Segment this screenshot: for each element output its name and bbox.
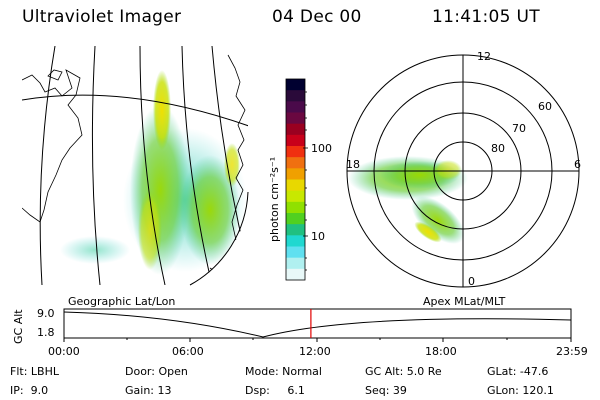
y-tick-low: 1.8 bbox=[37, 326, 55, 339]
colorbar-segment bbox=[286, 213, 305, 225]
timeline-ticks bbox=[63, 338, 572, 342]
colorbar-segment bbox=[286, 179, 305, 192]
mlt-label-6: 6 bbox=[574, 158, 581, 171]
colorbar-segment bbox=[286, 246, 305, 259]
y-tick-high: 9.0 bbox=[37, 307, 55, 320]
colorbar-tick-100: 100 bbox=[311, 142, 332, 155]
colorbar-tick-10: 10 bbox=[311, 230, 325, 243]
footer-glat: GLat: -47.6 bbox=[487, 365, 549, 378]
x-tick-0000: 00:00 bbox=[48, 345, 80, 358]
colorbar-ticks bbox=[303, 91, 308, 271]
colorbar-segment bbox=[286, 134, 305, 147]
footer-seq: Seq: 39 bbox=[365, 384, 407, 397]
earth-limb bbox=[189, 191, 249, 286]
colorbar-segment bbox=[286, 157, 305, 169]
colorbar-segment bbox=[286, 224, 305, 236]
colorbar-unit-label: photon cm⁻²s⁻¹ bbox=[268, 157, 281, 242]
date-label: 04 Dec 00 bbox=[272, 7, 362, 27]
footer-door: Door: Open bbox=[125, 365, 188, 378]
meridian-lines bbox=[39, 46, 248, 285]
colorbar-segment bbox=[286, 101, 305, 113]
mlt-label-12: 12 bbox=[477, 50, 491, 63]
colorbar bbox=[286, 79, 305, 281]
mlat-label-80: 80 bbox=[491, 142, 505, 155]
colorbar-segment bbox=[286, 235, 305, 247]
geographic-caption: Geographic Lat/Lon bbox=[68, 295, 176, 308]
footer-mode: Mode: Normal bbox=[245, 365, 322, 378]
footer-gc-alt: GC Alt: 5.0 Re bbox=[365, 365, 442, 378]
time-label: 11:41:05 UT bbox=[432, 7, 540, 27]
x-tick-0600: 06:00 bbox=[172, 345, 204, 358]
auroral-emission-polar bbox=[348, 156, 468, 244]
colorbar-frame bbox=[285, 78, 306, 281]
footer-glon: GLon: 120.1 bbox=[487, 384, 554, 397]
apex-caption: Apex MLat/MLT bbox=[423, 295, 506, 308]
mlat-label-70: 70 bbox=[512, 122, 526, 135]
footer-gain: Gain: 13 bbox=[125, 384, 172, 397]
footer-filter: Flt: LBHL bbox=[10, 365, 59, 378]
timeline-axis-label: GC Alt bbox=[12, 309, 25, 344]
colorbar-segment bbox=[286, 123, 305, 136]
x-tick-1800: 18:00 bbox=[425, 345, 457, 358]
geographic-map-panel bbox=[22, 46, 248, 285]
mlat-label-60: 60 bbox=[538, 100, 552, 113]
altitude-curve bbox=[63, 311, 572, 338]
footer-dsp: Dsp: 6.1 bbox=[245, 384, 305, 397]
mlt-label-0: 0 bbox=[468, 275, 475, 288]
x-tick-1200: 12:00 bbox=[299, 345, 331, 358]
colorbar-segment bbox=[286, 268, 305, 281]
timeline-frame bbox=[63, 308, 572, 339]
mlt-label-18: 18 bbox=[346, 158, 360, 171]
colorbar-segment bbox=[286, 112, 305, 125]
colorbar-segment bbox=[286, 201, 305, 214]
colorbar-segment bbox=[286, 190, 305, 203]
colorbar-segment bbox=[286, 79, 305, 91]
colorbar-segment bbox=[286, 168, 305, 180]
x-tick-2359: 23:59 bbox=[556, 345, 588, 358]
colorbar-segment bbox=[286, 146, 305, 158]
polar-grid bbox=[346, 54, 580, 288]
footer-ip: IP: 9.0 bbox=[10, 384, 49, 397]
instrument-title: Ultraviolet Imager bbox=[22, 7, 182, 27]
colorbar-segment bbox=[286, 257, 305, 270]
latitude-line bbox=[22, 94, 248, 131]
colorbar-segment bbox=[286, 90, 305, 102]
auroral-emission-geo bbox=[60, 70, 247, 275]
polar-plot bbox=[348, 156, 468, 244]
